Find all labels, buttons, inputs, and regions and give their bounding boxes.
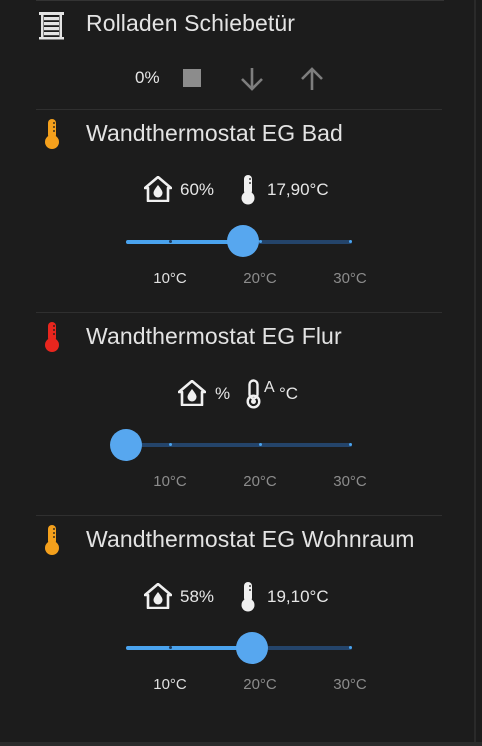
- arrow-up-icon[interactable]: [299, 66, 325, 97]
- slider-step-dot: [259, 443, 262, 446]
- thermometer-outline-icon: [240, 581, 256, 618]
- setpoint-slider-knob[interactable]: [110, 429, 142, 461]
- slider-tick-label: 10°C: [153, 473, 187, 490]
- slider-tick-label: 30°C: [333, 270, 367, 287]
- slider-tick-label: 30°C: [333, 676, 367, 693]
- setpoint-slider-fill: [126, 646, 252, 650]
- slider-step-dot: [169, 240, 172, 243]
- slider-tick-label: 20°C: [243, 270, 277, 287]
- setpoint-slider-track[interactable]: [126, 443, 352, 447]
- thermostat-title: Wandthermostat EG Bad: [86, 120, 343, 146]
- slider-step-dot: [349, 443, 352, 446]
- slider-step-dot: [349, 646, 352, 649]
- humidity-value: %: [215, 384, 231, 403]
- slider-step-dot: [349, 240, 352, 243]
- stop-icon[interactable]: [183, 69, 201, 92]
- humidity-value: 58%: [180, 587, 215, 606]
- row-divider: [36, 109, 442, 110]
- thermostat-title: Wandthermostat EG Wohnraum: [86, 526, 415, 552]
- slider-tick-label: 10°C: [153, 676, 187, 693]
- row-divider: [36, 312, 442, 313]
- slider-tick-label: 20°C: [243, 676, 277, 693]
- shutter-title: Rolladen Schiebetür: [86, 10, 296, 36]
- home-humidity-icon: [143, 582, 173, 614]
- thermometer-outline-icon: [240, 174, 256, 211]
- slider-tick-label: 10°C: [153, 270, 187, 287]
- top-divider: [36, 0, 444, 1]
- slider-step-dot: [259, 240, 262, 243]
- row-divider: [36, 515, 442, 516]
- temperature-value: 19,10°C: [267, 587, 329, 606]
- thermostat-title: Wandthermostat EG Flur: [86, 323, 342, 349]
- slider-tick-label: 30°C: [333, 473, 367, 490]
- temperature-glyph: A: [264, 379, 275, 396]
- humidity-value: 60%: [180, 180, 215, 199]
- shutter-position: 0%: [135, 68, 160, 87]
- card-bottom-edge: [0, 742, 482, 746]
- setpoint-slider-knob[interactable]: [227, 225, 259, 257]
- setpoint-slider-knob[interactable]: [236, 632, 268, 664]
- slider-step-dot: [169, 646, 172, 649]
- home-humidity-icon: [143, 175, 173, 207]
- temperature-value: °C: [279, 384, 299, 403]
- home-humidity-icon: [177, 379, 207, 411]
- thermometer-icon: [43, 524, 61, 561]
- thermometer-auto-icon: [246, 379, 262, 414]
- temperature-value: 17,90°C: [267, 180, 329, 199]
- thermometer-icon: [43, 321, 61, 358]
- setpoint-slider-fill: [126, 240, 243, 244]
- window-shutter-icon: [37, 11, 66, 45]
- arrow-down-icon[interactable]: [239, 66, 265, 97]
- slider-step-dot: [169, 443, 172, 446]
- thermometer-icon: [43, 118, 61, 155]
- slider-tick-label: 20°C: [243, 473, 277, 490]
